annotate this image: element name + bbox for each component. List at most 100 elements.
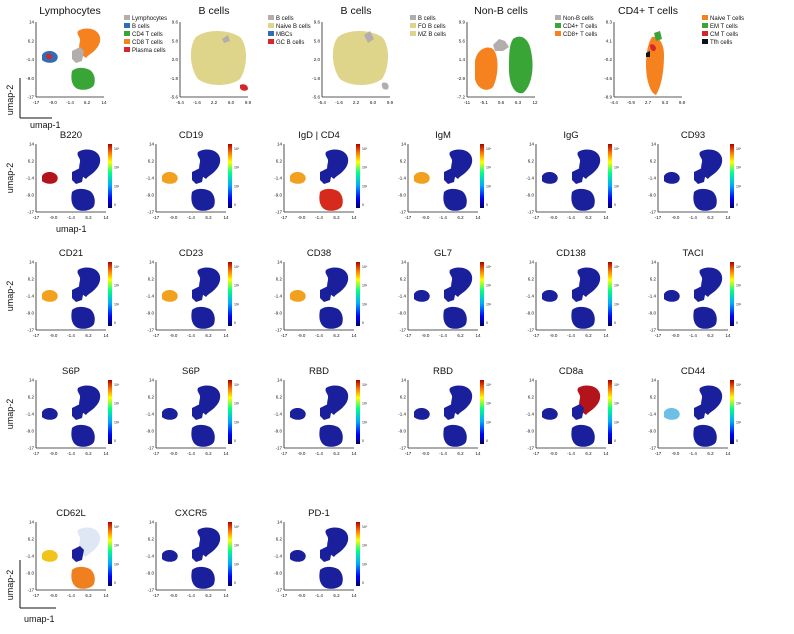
colorbar: 10⁴ 10³ 10² 0 <box>480 380 492 444</box>
y-tick-label: -9.0 <box>26 429 34 434</box>
colorbar-tick-label: 10⁴ <box>114 383 120 387</box>
cluster-mid <box>444 168 456 184</box>
colorbar: 10⁴ 10³ 10² 0 <box>228 522 240 586</box>
x-tick-label: 9.9 <box>245 100 252 105</box>
x-tick-label: -9.0 <box>422 451 430 456</box>
x-tick-label: -9.0 <box>50 451 58 456</box>
cluster-mid <box>72 168 84 184</box>
y-tick-label: -17 <box>527 328 534 333</box>
y-tick-label: 6.2 <box>400 395 407 400</box>
y-tick-label: -1.4 <box>398 294 406 299</box>
x-tick-label: -1.4 <box>689 451 697 456</box>
x-tick-label: -1.4 <box>187 215 195 220</box>
x-tick-label: -9.0 <box>550 451 558 456</box>
x-tick-label: 14 <box>351 451 357 456</box>
legend: Non-B cells CD4+ T cells CD8+ T cells <box>555 15 597 38</box>
legend-label: FO B cells <box>418 24 446 30</box>
x-tick-label: 14 <box>103 451 109 456</box>
y-tick-label: -17 <box>27 446 34 451</box>
panel-title: B cells <box>199 5 230 17</box>
x-tick-label: -1.4 <box>689 215 697 220</box>
x-tick-label: 14 <box>475 333 481 338</box>
x-tick-label: -17 <box>281 215 288 220</box>
x-tick-label: 6.2 <box>457 451 464 456</box>
x-tick-label: -9.0 <box>550 333 558 338</box>
x-tick-label: -11 <box>464 100 471 105</box>
y-tick-label: -17 <box>275 210 282 215</box>
marker-panel: RBD-17 -9.0 -1.4 6.2 14146.2-1.4-9.0-1710⁴10… <box>274 366 368 456</box>
cluster-left <box>42 550 58 562</box>
x-tick-label: 6.2 <box>333 215 340 220</box>
legend-swatch <box>268 23 274 28</box>
colorbar-tick-label: 10³ <box>234 284 240 288</box>
x-tick-label: 9.9 <box>387 100 394 105</box>
cluster-mid <box>192 168 204 184</box>
colorbar-gradient <box>356 262 360 326</box>
x-tick-label: 14 <box>223 593 229 598</box>
colorbar-tick-label: 10³ <box>362 166 368 170</box>
cluster-bottom <box>571 188 595 211</box>
umap-islands <box>542 385 601 447</box>
colorbar-gradient <box>228 262 232 326</box>
y-tick-label: 6.2 <box>650 395 657 400</box>
colorbar-tick-label: 10³ <box>362 284 368 288</box>
y-tick-label: -1.4 <box>526 294 534 299</box>
y-tick-label: 14 <box>277 260 283 265</box>
colorbar-tick-label: 10² <box>736 420 742 424</box>
x-axis-title: umap-1 <box>56 224 87 234</box>
x-tick-label: -1.4 <box>567 451 575 456</box>
cell-cluster <box>364 31 374 43</box>
cell-cluster <box>72 47 84 63</box>
panel-title: Non-B cells <box>474 5 528 17</box>
x-tick-label: -9.0 <box>672 333 680 338</box>
gating-panel: B cells -5.4 -1.6 2.2 6.0 9.9 9.6 5.8 2.0 -1.8 -5.… <box>312 5 446 105</box>
y-tick-label: -1.4 <box>648 412 656 417</box>
y-tick-label: -9.0 <box>26 76 34 81</box>
x-tick-label: -17 <box>405 451 412 456</box>
colorbar-tick-label: 10⁴ <box>234 265 240 269</box>
legend-label: GC B cells <box>276 40 304 46</box>
colorbar-tick-label: 10³ <box>234 402 240 406</box>
cluster-mid <box>72 546 84 562</box>
x-tick-label: 14 <box>351 333 357 338</box>
x-tick-label: -17 <box>533 333 540 338</box>
colorbar-tick-label: 0 <box>614 203 616 207</box>
y-tick-label: 6.2 <box>28 159 35 164</box>
cluster-bottom <box>191 424 215 447</box>
x-tick-label: -17 <box>533 451 540 456</box>
y-tick-label: 14 <box>651 378 657 383</box>
y-tick-label: 14 <box>529 378 535 383</box>
y-tick-label: 8.3 <box>606 20 613 25</box>
cluster-bottom <box>571 306 595 329</box>
colorbar-tick-label: 10² <box>114 184 120 188</box>
colorbar-tick-label: 0 <box>614 321 616 325</box>
legend-label: MZ B cells <box>418 32 446 38</box>
cell-cluster <box>646 36 664 95</box>
cluster-mid <box>444 286 456 302</box>
x-tick-label: 6.2 <box>333 451 340 456</box>
x-tick-label: -1.4 <box>439 333 447 338</box>
y-tick-label: -7.2 <box>457 95 465 100</box>
y-axis-title: umap-2 <box>5 163 15 194</box>
y-tick-label: -17 <box>147 588 154 593</box>
panel-title: IgG <box>563 130 578 141</box>
colorbar: 10⁴ 10³ 10² 0 <box>228 262 240 326</box>
legend-label: Naive T cells <box>710 16 744 22</box>
colorbar-tick-label: 10⁴ <box>736 265 742 269</box>
x-tick-label: 6.2 <box>585 451 592 456</box>
colorbar-gradient <box>356 144 360 208</box>
x-tick-label: 14 <box>103 593 109 598</box>
colorbar-tick-label: 10² <box>736 184 742 188</box>
colorbar-tick-label: 10² <box>486 302 492 306</box>
y-tick-label: 14 <box>29 260 35 265</box>
cluster-left <box>162 408 178 420</box>
cluster-left <box>414 408 430 420</box>
colorbar-tick-label: 10² <box>486 420 492 424</box>
row5-axis-labels: umap-1 umap-2 <box>5 560 56 624</box>
y-tick-label: 14 <box>277 378 283 383</box>
y-tick-label: -9.0 <box>398 311 406 316</box>
y-tick-label: 14 <box>529 142 535 147</box>
x-tick-label: -1.4 <box>315 333 323 338</box>
y-tick-label: -1.4 <box>648 294 656 299</box>
y-tick-label: -1.4 <box>274 554 282 559</box>
